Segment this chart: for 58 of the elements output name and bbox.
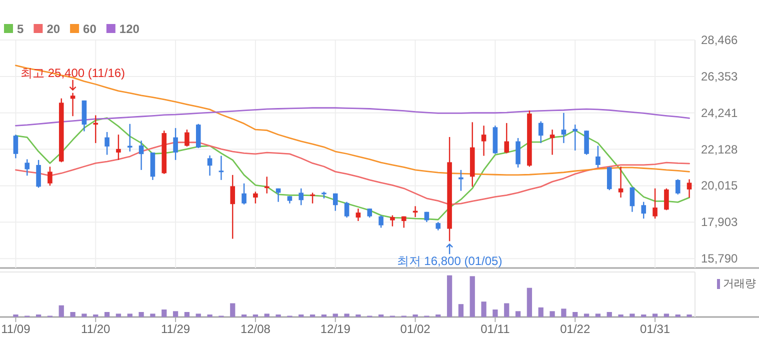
bar: [332, 314, 338, 317]
annotation: 최저 16,800 (01/05): [396, 254, 502, 268]
annotation: 최고 25,400 (11/16): [20, 66, 126, 80]
bar: [515, 311, 521, 317]
bar: [446, 275, 452, 317]
bar: [344, 314, 350, 317]
y-tick-label: 28,466: [701, 33, 738, 47]
bar: [550, 311, 555, 317]
x-tick-label: 12/19: [320, 322, 351, 336]
bar: [561, 308, 566, 317]
legend-label: 60: [83, 22, 97, 36]
legend: 거래량: [717, 278, 756, 290]
bar: [230, 303, 236, 317]
bar: [138, 312, 144, 317]
x-tick-label: 11/20: [81, 322, 111, 336]
y-tick-label: 20,015: [701, 178, 738, 193]
bar: [172, 311, 178, 317]
x-tick-label: 01/22: [560, 322, 590, 336]
legend-label: 120: [119, 22, 140, 36]
y-tick-label: 24,241: [701, 106, 738, 120]
bar: [58, 305, 64, 317]
bar: [526, 288, 532, 317]
bar: [458, 304, 464, 317]
x-tick-label: 01/11: [480, 322, 510, 336]
bar: [150, 314, 156, 317]
x-tick-label: 11/29: [160, 322, 190, 336]
bar: [116, 314, 122, 317]
bar: [196, 314, 201, 317]
bar: [606, 312, 612, 317]
bar: [572, 312, 578, 317]
legend-label: 거래량: [723, 278, 756, 290]
bar: [104, 312, 110, 317]
bar: [162, 310, 167, 317]
bar: [70, 312, 76, 317]
bar: [264, 314, 270, 317]
bar: [595, 314, 601, 317]
bar: [630, 314, 635, 317]
legend-label: 20: [46, 22, 60, 36]
y-tick-label: 17,903: [701, 215, 738, 230]
x-tick-label: 01/02: [400, 322, 431, 336]
bar: [504, 303, 510, 317]
y-tick-label: 22,128: [701, 142, 738, 156]
x-tick-label: 11/09: [1, 322, 31, 336]
bar: [664, 314, 670, 317]
bar: [481, 302, 486, 317]
bar: [82, 314, 87, 317]
bar: [127, 314, 132, 317]
bar: [184, 312, 190, 317]
x-tick-label: 12/08: [240, 322, 271, 336]
y-tick-label: 26,353: [701, 69, 738, 84]
bar: [470, 276, 475, 317]
x-tick-label: 01/31: [640, 322, 670, 336]
legend-label: 5: [17, 22, 24, 36]
y-tick-label: 15,790: [701, 252, 738, 266]
bar: [538, 307, 544, 317]
bar: [652, 314, 658, 317]
bar: [492, 310, 498, 317]
bar: [584, 314, 590, 317]
